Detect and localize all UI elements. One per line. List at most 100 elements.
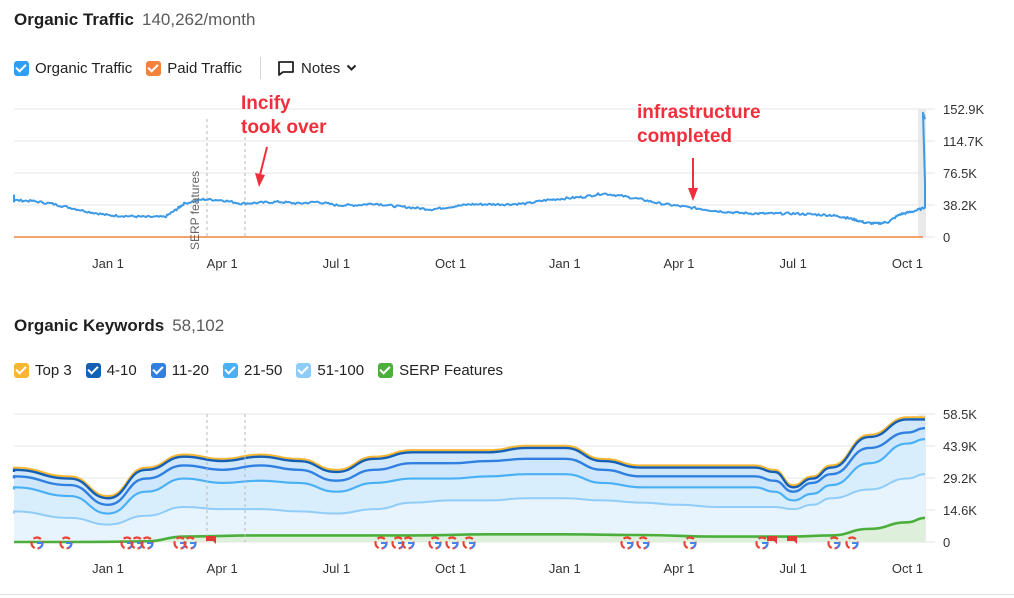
x-tick-label: Oct 1 — [435, 256, 466, 271]
google-marker-icon — [462, 536, 476, 550]
google-ring-blue — [845, 536, 859, 550]
google-ring-blue — [620, 536, 634, 550]
incify-annotation: Incify took over — [241, 92, 327, 140]
legend-51-100-label: 51-100 — [317, 362, 365, 379]
11-20-checkbox[interactable] — [150, 363, 166, 378]
legend-top-3-label: Top 3 — [35, 362, 72, 379]
y-tick-label: 152.9K — [943, 102, 985, 117]
google-ring-blue — [462, 536, 476, 550]
google-ring-blue — [140, 536, 154, 550]
notes-dropdown[interactable]: Notes — [277, 60, 363, 77]
y-tick-label: 38.2K — [943, 198, 977, 213]
traffic-value: 140,262/month — [141, 10, 256, 29]
legend-11-20[interactable]: 11-20 — [150, 362, 209, 379]
google-marker-icon — [845, 536, 859, 550]
legend-organic-traffic[interactable]: Organic Traffic — [14, 60, 132, 77]
legend-21-50-label: 21-50 — [244, 362, 283, 379]
legend-serp-features[interactable]: SERP Features — [378, 362, 503, 379]
legend-4-10[interactable]: 4-10 — [85, 362, 137, 379]
infrastructure-line-1: infrastructure — [637, 102, 761, 123]
y-tick-label: 58.5K — [943, 407, 977, 422]
x-tick-label: Apr 1 — [207, 256, 238, 271]
google-marker-icon — [428, 536, 442, 550]
legend-organic-traffic-label: Organic Traffic — [35, 59, 133, 77]
serp-features-checkbox[interactable] — [378, 363, 394, 378]
keywords-series — [12, 416, 926, 544]
top-3-checkbox[interactable] — [14, 363, 29, 378]
google-marker-icon — [140, 536, 154, 550]
incify-arrow — [255, 146, 268, 187]
line-4-10 — [12, 418, 925, 500]
y-tick-label: 0 — [943, 535, 950, 550]
google-ring-blue — [401, 536, 415, 550]
traffic-series — [13, 111, 926, 238]
google-marker-icon — [374, 536, 388, 550]
google-ring-blue — [636, 536, 650, 550]
bottom-divider — [0, 594, 1014, 595]
line-serp-features — [14, 516, 926, 544]
google-marker-icon — [445, 536, 459, 550]
y-tick-label: 43.9K — [943, 439, 977, 454]
y-tick-label: 76.5K — [943, 166, 977, 181]
flag-shape — [206, 536, 216, 544]
legend-51-100[interactable]: 51-100 — [296, 362, 364, 379]
google-marker-icon — [59, 536, 73, 550]
4-10-checkbox[interactable] — [85, 363, 101, 378]
infrastructure-arrow — [688, 158, 698, 201]
google-marker-icon — [401, 536, 415, 550]
legend-11-20-label: 11-20 — [171, 362, 209, 379]
x-tick-label: Jan 1 — [92, 561, 124, 576]
x-tick-label: Apr 1 — [663, 256, 694, 271]
traffic-title: Organic Traffic — [14, 10, 134, 29]
google-marker-icon — [827, 536, 841, 550]
flag-marker-icon — [206, 536, 216, 544]
keywords-legend: Top 3 4-10 11-20 21-50 51-100 SERP Featu… — [14, 362, 517, 379]
legend-21-50[interactable]: 21-50 — [223, 362, 282, 379]
y-tick-label: 29.2K — [943, 471, 977, 486]
incify-line-1: Incify — [241, 93, 291, 114]
x-tick-label: Oct 1 — [892, 561, 923, 576]
legend-top-3[interactable]: Top 3 — [14, 362, 72, 379]
21-50-checkbox[interactable] — [223, 363, 238, 378]
traffic-y-axis: 152.9K 114.7K 76.5K 38.2K 0 — [943, 102, 985, 245]
traffic-note-markers — [206, 119, 246, 237]
note-icon — [278, 61, 294, 76]
flag-marker-icon — [767, 536, 777, 544]
x-tick-label: Jul 1 — [323, 561, 350, 576]
traffic-hover-band — [918, 109, 926, 237]
legend-paid-traffic-label: Paid Traffic — [167, 59, 243, 77]
hover-band — [918, 109, 926, 237]
organic-traffic-chart: 152.9K 114.7K 76.5K 38.2K 0 Jan 1 Apr 1 Jul 1 O… — [13, 102, 985, 271]
google-marker-icon — [183, 536, 197, 550]
traffic-legend: Organic Traffic Paid Traffic Notes — [14, 57, 363, 79]
line-51-100 — [13, 473, 926, 526]
51-100-checkbox[interactable] — [296, 363, 312, 378]
legend-paid-traffic[interactable]: Paid Traffic — [146, 60, 242, 77]
x-tick-label: Jan 1 — [92, 256, 124, 271]
flag-marker-icon — [787, 536, 797, 544]
infrastructure-annotation: infrastructure completed — [637, 101, 761, 149]
flag-shape — [787, 536, 797, 544]
line-top-3 — [13, 416, 925, 498]
keywords-x-axis: Jan 1 Apr 1 Jul 1 Oct 1 Jan 1 Apr 1 Jul 1 Oct 1 — [92, 561, 923, 576]
y-tick-label: 0 — [943, 230, 950, 245]
legend-divider — [260, 57, 262, 79]
paid-traffic-checkbox[interactable] — [146, 60, 162, 76]
x-tick-label: Apr 1 — [663, 561, 694, 576]
serp-features-note: SERP features — [188, 171, 202, 250]
x-tick-label: Apr 1 — [207, 561, 238, 576]
incify-line-2: took over — [241, 117, 327, 138]
legend-serp-features-label: SERP Features — [399, 362, 504, 379]
organic-traffic-checkbox[interactable] — [14, 60, 29, 76]
x-tick-label: Oct 1 — [435, 561, 466, 576]
x-tick-label: Jan 1 — [549, 256, 581, 271]
traffic-section-title: Organic Traffic 140,262/month — [14, 10, 255, 30]
x-tick-label: Jul 1 — [779, 561, 806, 576]
keywords-y-axis: 58.5K 43.9K 29.2K 14.6K 0 — [943, 407, 977, 550]
google-ring-blue — [827, 536, 841, 550]
google-marker-icon — [755, 536, 769, 550]
organic-keywords-chart: 58.5K 43.9K 29.2K 14.6K 0 Jan 1 Apr 1 Jul 1 Oct… — [12, 407, 977, 576]
google-ring-blue — [183, 536, 197, 550]
infrastructure-line-2: completed — [637, 126, 733, 147]
x-tick-label: Jan 1 — [549, 561, 581, 576]
